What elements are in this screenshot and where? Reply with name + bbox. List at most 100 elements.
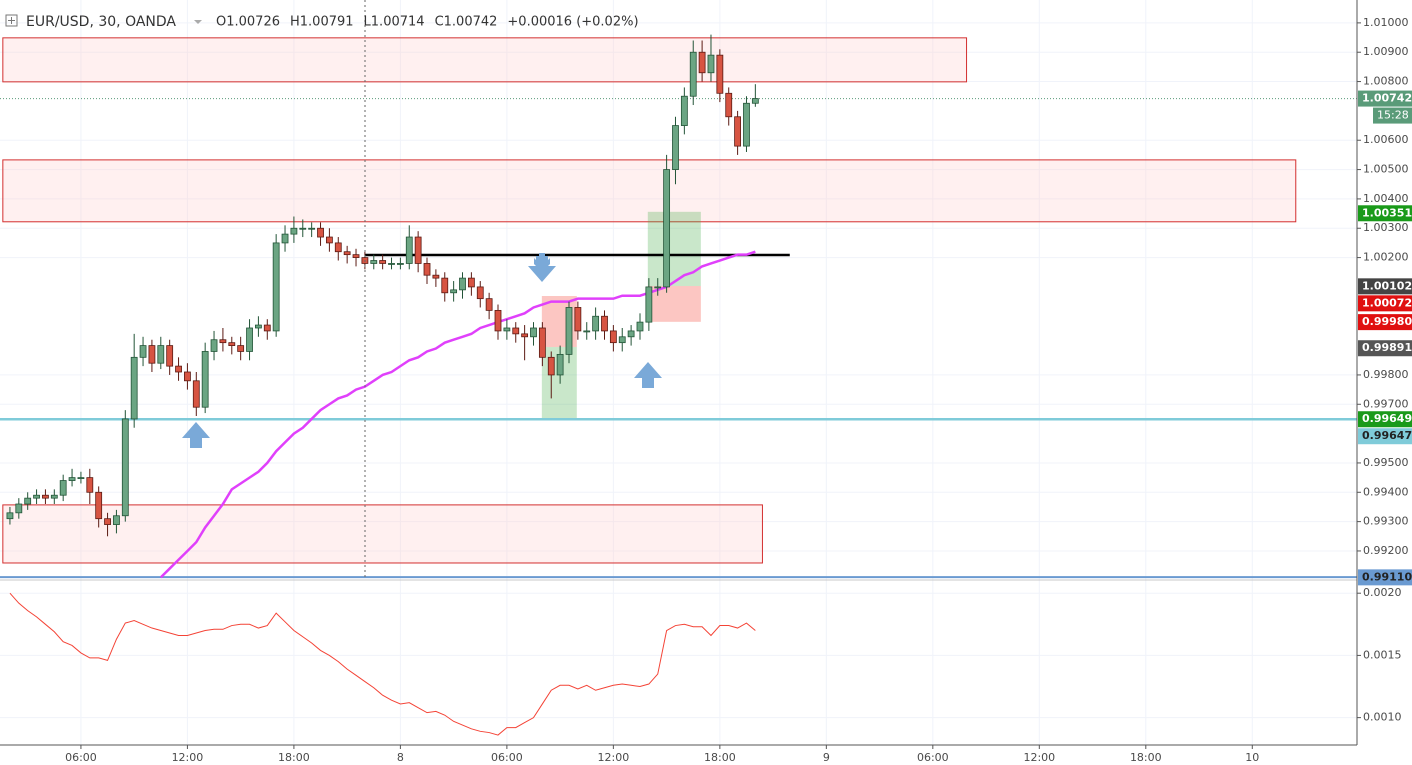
price-label: 1.00351 <box>1362 206 1412 219</box>
price-label-box <box>1358 278 1412 295</box>
countdown-box <box>1373 107 1412 124</box>
candle-body <box>210 339 218 352</box>
candle-body <box>423 263 431 276</box>
x-tick-label: 8 <box>397 751 404 764</box>
symbol-title[interactable]: EUR/USD, 30, OANDA <box>26 14 176 30</box>
candle-body <box>77 477 85 480</box>
candle-body <box>698 51 706 74</box>
main-pane <box>0 34 1357 579</box>
y-tick-label: 1.00800 <box>1363 75 1409 88</box>
candle-body <box>184 371 191 382</box>
candle-body <box>725 92 733 118</box>
ohlc-value: H1.00791 <box>290 15 354 30</box>
candle-body <box>379 260 387 264</box>
y-tick-label: 1.00500 <box>1363 163 1409 176</box>
candle-body <box>50 494 58 499</box>
candle-body <box>388 263 395 265</box>
candle-body <box>663 169 671 288</box>
header-icon-plus <box>8 17 15 24</box>
price-label-box <box>1358 205 1412 222</box>
ohlc-value: O1.00726 <box>216 15 280 30</box>
price-label: 0.99647 <box>1362 429 1412 442</box>
candle-body <box>33 494 40 499</box>
candle-body <box>86 477 94 493</box>
candle-body <box>281 233 289 244</box>
candle-body <box>175 365 182 373</box>
candle-body <box>325 236 333 244</box>
candle-body <box>157 345 165 364</box>
indicator-line <box>9 592 756 736</box>
price-label: 0.99649 <box>1362 412 1412 425</box>
candle-body <box>246 327 253 352</box>
x-tick-label: 10 <box>1245 751 1259 764</box>
zone <box>2 504 763 564</box>
x-tick-label: 06:00 <box>917 751 949 764</box>
header: EUR/USD, 30, OANDA O1.00726 H1.00791 L1.00… <box>5 14 639 30</box>
candle-body <box>299 227 307 230</box>
price-label-box <box>1358 428 1412 445</box>
ohlc-value: L1.00714 <box>364 15 425 30</box>
candle-body <box>485 298 493 311</box>
candle-body <box>308 227 316 230</box>
arrow-up <box>634 362 662 388</box>
candle-body <box>130 356 138 420</box>
candle-body <box>645 286 653 323</box>
candle-body <box>672 125 679 170</box>
candle-body <box>192 380 200 408</box>
candle-body <box>59 480 67 496</box>
candle-body <box>574 307 582 332</box>
y-tick-label: 0.0015 <box>1363 648 1402 661</box>
y-tick-label: 1.00400 <box>1363 192 1409 205</box>
candle-body <box>121 418 129 517</box>
candle-body <box>201 351 209 408</box>
candle-body <box>414 236 422 264</box>
price-label: 1.00102 <box>1362 279 1412 292</box>
candle-body <box>583 330 591 333</box>
price-label: 0.99980 <box>1362 315 1412 328</box>
candle-body <box>494 309 502 332</box>
y-tick-label: 0.99700 <box>1363 397 1409 410</box>
y-tick-label: 0.99300 <box>1363 515 1409 528</box>
x-tick-label: 12:00 <box>1023 751 1055 764</box>
candle-body <box>627 330 635 338</box>
zone <box>647 211 701 287</box>
candle-body <box>139 345 147 358</box>
candle-body <box>530 327 537 338</box>
price-label-box <box>1358 90 1412 107</box>
x-tick-label: 06:00 <box>65 751 97 764</box>
ohlc-value: C1.00742 <box>435 15 498 30</box>
y-tick-label: 0.99200 <box>1363 544 1409 557</box>
price-label: 1.00072 <box>1362 296 1412 309</box>
candle-body <box>95 491 103 520</box>
x-tick-label: 18:00 <box>278 751 310 764</box>
y-tick-label: 1.00200 <box>1363 251 1409 264</box>
price-label-box <box>1358 340 1412 357</box>
candle-body <box>450 289 458 294</box>
ohlc-legend: O1.00726 H1.00791 L1.00714 C1.00742 +0.00016… <box>216 15 639 30</box>
price-label-box <box>1358 569 1412 586</box>
candle-body <box>734 116 742 147</box>
candle-body <box>601 315 608 332</box>
x-tick-label: 18:00 <box>1130 751 1162 764</box>
dropdown-caret[interactable] <box>194 20 202 24</box>
candle-body <box>24 497 32 505</box>
y-tick-label: 0.0020 <box>1363 586 1402 599</box>
header-icon[interactable] <box>5 14 18 27</box>
candle-body <box>370 260 378 264</box>
candle-body <box>654 286 662 289</box>
price-label-box <box>1358 295 1412 312</box>
candle-body <box>219 339 227 344</box>
candle-body <box>716 54 724 94</box>
arrow-up <box>182 422 210 448</box>
candle-body <box>396 263 404 265</box>
ohlc-value: +0.00016 (+0.02%) <box>507 15 638 30</box>
candle-body <box>538 327 546 358</box>
candle-body <box>166 345 174 367</box>
candle-body <box>255 324 262 329</box>
candle-body <box>15 503 23 514</box>
candle-body <box>237 345 245 352</box>
candle-body <box>104 518 111 525</box>
candle-body <box>42 494 49 499</box>
